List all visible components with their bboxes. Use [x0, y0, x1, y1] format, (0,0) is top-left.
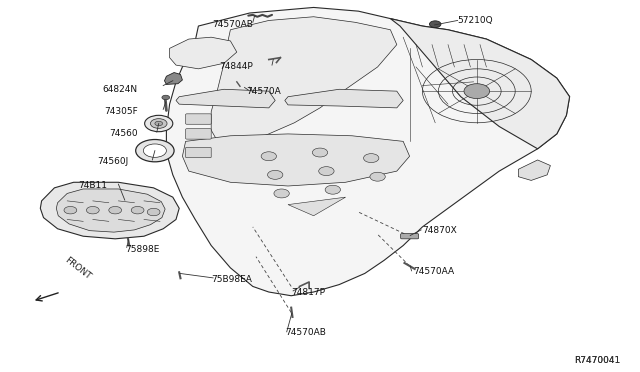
FancyBboxPatch shape — [186, 147, 211, 158]
Circle shape — [143, 144, 166, 157]
Text: 74305F: 74305F — [104, 107, 138, 116]
Circle shape — [155, 121, 163, 126]
Circle shape — [274, 189, 289, 198]
Circle shape — [268, 170, 283, 179]
Polygon shape — [166, 7, 570, 296]
Text: R7470041: R7470041 — [575, 356, 621, 365]
Circle shape — [147, 208, 160, 216]
Text: 74844P: 74844P — [219, 62, 253, 71]
Polygon shape — [182, 134, 410, 186]
Circle shape — [131, 206, 144, 214]
Text: 75B98EA: 75B98EA — [211, 275, 252, 283]
Polygon shape — [56, 189, 165, 232]
Circle shape — [312, 148, 328, 157]
FancyBboxPatch shape — [186, 114, 211, 124]
Circle shape — [64, 206, 77, 214]
Polygon shape — [164, 73, 182, 84]
Text: 74560J: 74560J — [97, 157, 128, 166]
Text: 74570AB: 74570AB — [285, 328, 326, 337]
Text: 74570AA: 74570AA — [413, 267, 454, 276]
Text: R7470041: R7470041 — [575, 356, 621, 365]
Text: 74870X: 74870X — [422, 226, 457, 235]
Polygon shape — [518, 160, 550, 180]
Text: 74570AB: 74570AB — [212, 20, 253, 29]
Circle shape — [136, 140, 174, 162]
Text: FRONT: FRONT — [63, 256, 92, 282]
FancyBboxPatch shape — [186, 129, 211, 139]
Circle shape — [464, 84, 490, 99]
Text: 74560: 74560 — [109, 129, 138, 138]
Polygon shape — [285, 89, 403, 108]
Circle shape — [145, 115, 173, 132]
Text: 74570A: 74570A — [246, 87, 281, 96]
Polygon shape — [211, 17, 397, 145]
Circle shape — [429, 21, 441, 28]
Polygon shape — [390, 19, 570, 149]
Circle shape — [109, 206, 122, 214]
Circle shape — [319, 167, 334, 176]
Polygon shape — [170, 37, 237, 69]
Text: 57210Q: 57210Q — [458, 16, 493, 25]
Polygon shape — [288, 197, 346, 216]
Circle shape — [364, 154, 379, 163]
Text: 74B11: 74B11 — [79, 182, 108, 190]
Circle shape — [86, 206, 99, 214]
Text: 75898E: 75898E — [125, 245, 159, 254]
Polygon shape — [40, 182, 179, 239]
Text: 64824N: 64824N — [102, 85, 138, 94]
Circle shape — [261, 152, 276, 161]
Circle shape — [162, 95, 170, 100]
Text: 74817P: 74817P — [291, 288, 325, 296]
Circle shape — [150, 119, 167, 128]
Circle shape — [370, 172, 385, 181]
Polygon shape — [176, 89, 275, 108]
FancyBboxPatch shape — [401, 234, 419, 239]
Circle shape — [325, 185, 340, 194]
